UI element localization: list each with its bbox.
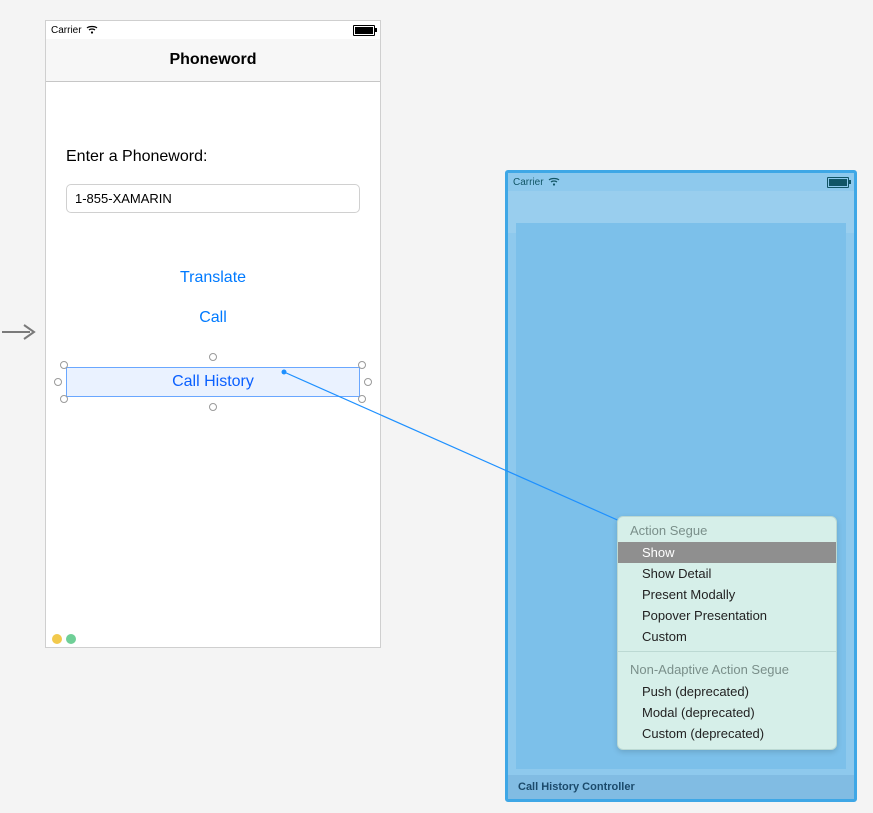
segue-option-present-modally[interactable]: Present Modally [618, 584, 836, 605]
scene-title: Call History Controller [518, 781, 635, 793]
phoneword-view-controller[interactable]: Carrier Phoneword Enter a Phoneword: Tra… [45, 20, 381, 648]
resize-handle[interactable] [54, 378, 62, 386]
resize-handle[interactable] [364, 378, 372, 386]
resize-handle[interactable] [209, 353, 217, 361]
menu-section-header: Non-Adaptive Action Segue [618, 656, 836, 681]
segue-option-push-deprecated[interactable]: Push (deprecated) [618, 681, 836, 702]
resize-handle[interactable] [358, 361, 366, 369]
wifi-icon [548, 177, 560, 187]
dock-exit-icon[interactable] [66, 634, 76, 644]
segue-option-popover-presentation[interactable]: Popover Presentation [618, 605, 836, 626]
dock-first-responder-icon[interactable] [52, 634, 62, 644]
translate-button[interactable]: Translate [66, 269, 360, 287]
segue-option-modal-deprecated[interactable]: Modal (deprecated) [618, 702, 836, 723]
segue-type-menu[interactable]: Action Segue Show Show Detail Present Mo… [617, 516, 837, 750]
scene-dock[interactable] [45, 630, 381, 648]
page-title: Phoneword [169, 51, 256, 69]
scene-footer: Call History Controller [508, 775, 854, 799]
resize-handle[interactable] [60, 395, 68, 403]
call-button[interactable]: Call [66, 309, 360, 327]
carrier-label: Carrier [513, 177, 544, 188]
phoneword-input[interactable] [66, 184, 360, 213]
battery-icon [353, 25, 375, 36]
prompt-label: Enter a Phoneword: [66, 148, 360, 166]
battery-icon [827, 177, 849, 188]
navigation-bar: Phoneword [46, 39, 380, 82]
incoming-segue-arrow [2, 320, 38, 344]
wifi-icon [86, 25, 98, 35]
resize-handle[interactable] [60, 361, 68, 369]
resize-handle[interactable] [209, 403, 217, 411]
menu-divider [618, 651, 836, 652]
carrier-label: Carrier [51, 25, 82, 36]
segue-option-custom[interactable]: Custom [618, 626, 836, 647]
segue-option-show-detail[interactable]: Show Detail [618, 563, 836, 584]
selected-element-frame[interactable]: Call History [66, 367, 360, 397]
call-history-button-label: Call History [172, 373, 254, 391]
status-bar: Carrier [46, 21, 380, 39]
call-history-button[interactable]: Call History [66, 367, 360, 397]
menu-section-header: Action Segue [618, 517, 836, 542]
segue-option-custom-deprecated[interactable]: Custom (deprecated) [618, 723, 836, 749]
segue-option-show[interactable]: Show [618, 542, 836, 563]
resize-handle[interactable] [358, 395, 366, 403]
status-bar: Carrier [508, 173, 854, 191]
